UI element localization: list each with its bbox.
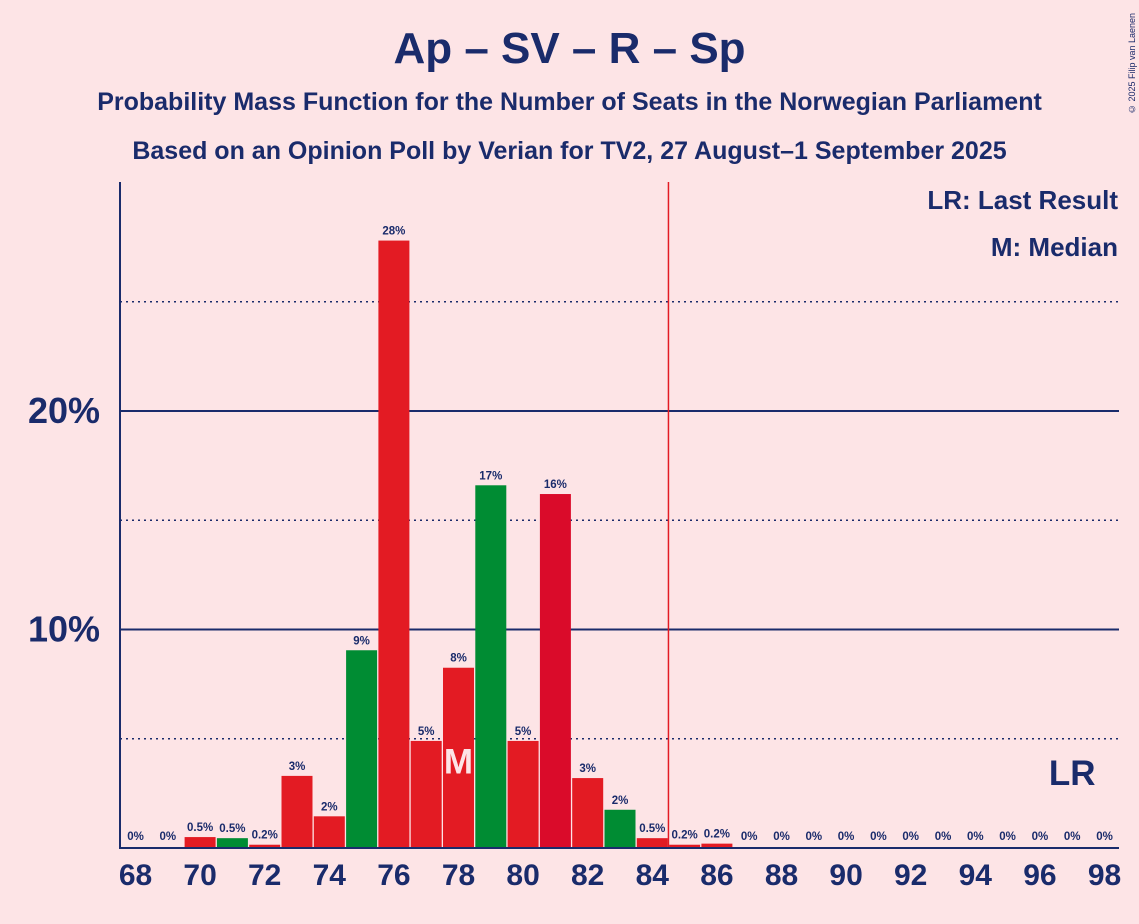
data-label: 3% [579,763,596,775]
bar [636,838,668,848]
data-label: 0.5% [639,823,665,835]
bar [378,240,410,848]
data-label: 5% [515,726,532,738]
chart-subtitle: Probability Mass Function for the Number… [97,88,1042,116]
data-label: 0% [127,831,144,843]
y-tick-label: 10% [28,609,100,650]
x-tick-label: 74 [313,859,347,892]
bar [475,485,507,848]
x-tick-label: 72 [248,859,281,892]
data-label: 0% [999,831,1016,843]
x-tick-label: 70 [183,859,216,892]
data-label: 9% [353,635,370,647]
bar [313,816,345,848]
chart-title: Ap – SV – R – Sp [393,24,746,73]
bar [539,494,571,848]
bar [184,837,216,848]
data-label: 0% [902,831,919,843]
data-label: 0% [935,831,952,843]
data-label: 28% [382,226,405,238]
legend-last-result: LR: Last Result [927,185,1118,215]
x-tick-label: 90 [829,859,862,892]
bar [410,740,442,848]
median-marker: M [444,743,473,782]
x-tick-label: 98 [1088,859,1121,892]
y-tick-label: 20% [28,390,100,431]
data-label: 2% [321,801,338,813]
x-tick-label: 88 [765,859,798,892]
data-label: 5% [418,726,435,738]
x-tick-label: 84 [636,859,670,892]
legend-median: M: Median [990,232,1118,262]
data-label: 0% [773,831,790,843]
bar [604,809,636,848]
bar [572,778,604,848]
data-label: 17% [479,470,502,482]
x-tick-label: 80 [506,859,539,892]
x-tick-label: 78 [442,859,475,892]
bar [216,838,248,848]
bar [249,844,281,848]
data-label: 0% [1096,831,1113,843]
x-tick-label: 92 [894,859,927,892]
data-label: 8% [450,653,467,665]
x-tick-label: 86 [700,859,733,892]
data-label: 0% [741,831,758,843]
bar [669,844,701,848]
data-label: 0% [1032,831,1049,843]
x-tick-label: 76 [377,859,410,892]
x-tick-label: 96 [1023,859,1056,892]
data-label: 0.5% [187,822,213,834]
x-tick-label: 68 [119,859,152,892]
data-label: 0% [870,831,887,843]
data-label: 0.2% [252,830,278,842]
x-tick-label: 82 [571,859,604,892]
data-label: 16% [544,479,567,491]
last-result-marker: LR [1049,754,1096,793]
data-label: 0% [1064,831,1081,843]
data-label: 0% [838,831,855,843]
bar [281,775,313,848]
data-label: 3% [289,761,306,773]
data-label: 0% [967,831,984,843]
x-tick-label: 94 [959,859,993,892]
bar [346,650,378,848]
bar [701,843,733,848]
data-label: 0.2% [671,830,697,842]
data-label: 2% [612,795,629,807]
chart-subtitle-poll: Based on an Opinion Poll by Verian for T… [132,137,1007,165]
data-label: 0% [159,831,176,843]
data-label: 0% [805,831,822,843]
data-label: 0.5% [219,823,245,835]
bar [507,740,539,848]
data-label: 0.2% [704,829,730,841]
bar [443,667,474,848]
